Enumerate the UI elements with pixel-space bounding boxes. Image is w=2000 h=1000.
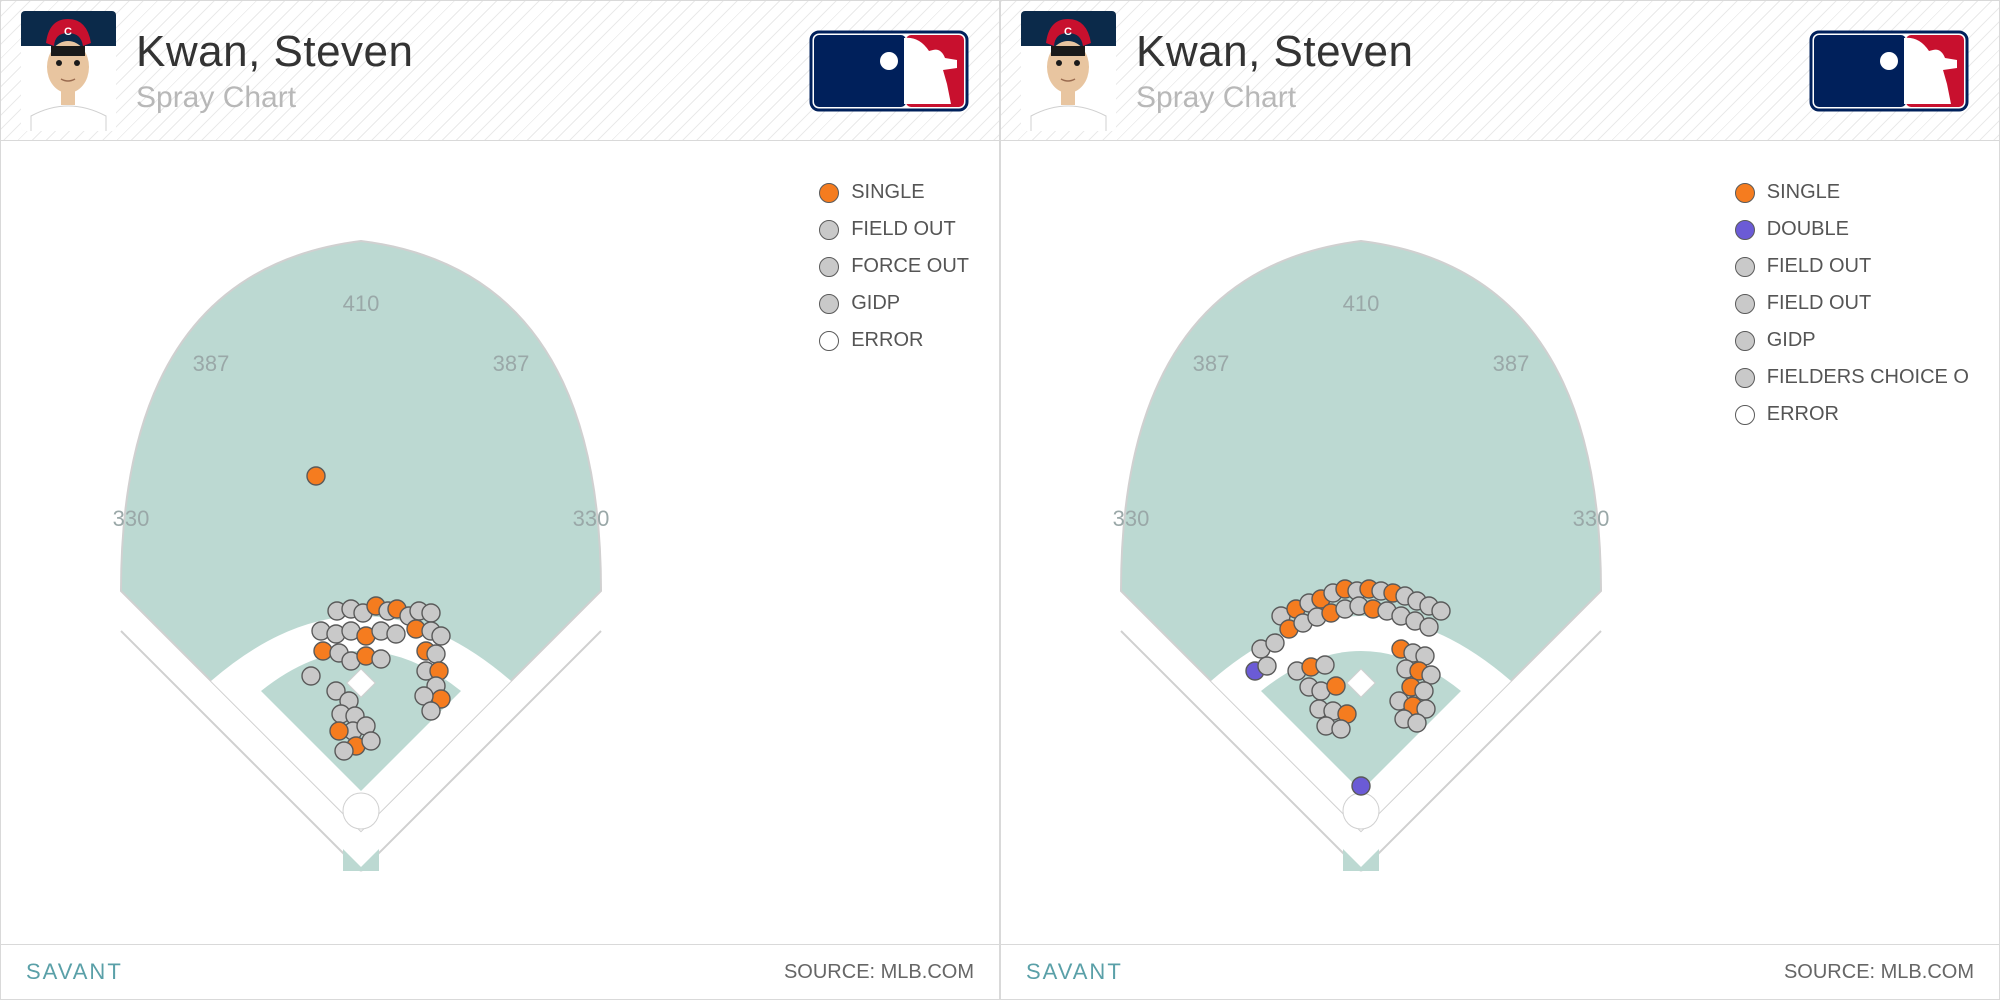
chart-area-right: 330 387 410 387 330 SINGLE DOUBLE FIELD OU…	[1001, 141, 1999, 944]
hit-marker	[1332, 720, 1350, 738]
dist-right-gap: 387	[493, 351, 530, 376]
savant-brand: SAVANT	[26, 959, 123, 985]
player-headshot: C	[21, 11, 116, 131]
legend-row: ERROR	[819, 329, 969, 352]
dist-left-foul: 330	[1113, 506, 1150, 531]
legend-marker-icon	[1735, 294, 1755, 314]
dist-right-gap: 387	[1493, 351, 1530, 376]
svg-text:C: C	[1064, 26, 1072, 38]
legend-marker-icon	[819, 257, 839, 277]
hit-marker	[422, 702, 440, 720]
hit-marker	[335, 742, 353, 760]
legend-marker-icon	[1735, 405, 1755, 425]
legend-row: GIDP	[1735, 329, 1969, 352]
legend-label: ERROR	[1767, 403, 1839, 426]
source-label: SOURCE: MLB.COM	[784, 961, 974, 984]
legend-row: GIDP	[819, 292, 969, 315]
player-name: Kwan, Steven	[136, 27, 414, 77]
hit-marker	[1422, 666, 1440, 684]
legend-label: FORCE OUT	[851, 255, 969, 278]
hit-marker	[1432, 602, 1450, 620]
panel-header: C Kwan, Steven Spray Chart	[1, 1, 999, 141]
dist-left-gap: 387	[1193, 351, 1230, 376]
legend-marker-icon	[1735, 220, 1755, 240]
hit-marker	[427, 645, 445, 663]
chart-subtitle: Spray Chart	[136, 81, 414, 115]
spray-chart-panel-right: C Kwan, Steven Spray Chart	[1000, 0, 2000, 1000]
hit-marker	[1352, 777, 1370, 795]
panel-footer: SAVANT SOURCE: MLB.COM	[1001, 944, 1999, 999]
dist-left-foul: 330	[113, 506, 150, 531]
legend-row: FORCE OUT	[819, 255, 969, 278]
legend-row: FIELD OUT	[819, 218, 969, 241]
chart-area-left: 330 387 410 387 330 SINGLE FIELD OUT FORCE…	[1, 141, 999, 944]
legend-marker-icon	[1735, 257, 1755, 277]
legend-label: SINGLE	[1767, 181, 1840, 204]
panel-footer: SAVANT SOURCE: MLB.COM	[1, 944, 999, 999]
chart-subtitle: Spray Chart	[1136, 81, 1414, 115]
panel-header: C Kwan, Steven Spray Chart	[1001, 1, 1999, 141]
mlb-logo-icon	[809, 26, 969, 116]
dist-center: 410	[1343, 291, 1380, 316]
hit-marker	[1420, 618, 1438, 636]
legend-marker-icon	[819, 183, 839, 203]
hit-marker	[387, 625, 405, 643]
source-label: SOURCE: MLB.COM	[1784, 961, 1974, 984]
legend-row: DOUBLE	[1735, 218, 1969, 241]
savant-brand: SAVANT	[1026, 959, 1123, 985]
legend-label: DOUBLE	[1767, 218, 1849, 241]
svg-text:C: C	[64, 26, 72, 38]
hit-marker	[1316, 656, 1334, 674]
legend-label: ERROR	[851, 329, 923, 352]
hit-marker	[432, 627, 450, 645]
dist-center: 410	[343, 291, 380, 316]
title-block: Kwan, Steven Spray Chart	[1136, 27, 1414, 115]
dist-left-gap: 387	[193, 351, 230, 376]
dist-right-foul: 330	[573, 506, 610, 531]
legend-marker-icon	[819, 294, 839, 314]
hit-marker	[422, 604, 440, 622]
legend-row: ERROR	[1735, 403, 1969, 426]
legend-label: FIELD OUT	[851, 218, 955, 241]
legend-label: FIELDERS CHOICE O	[1767, 366, 1969, 389]
legend-left: SINGLE FIELD OUT FORCE OUT GIDP ERROR	[819, 181, 969, 352]
player-headshot: C	[1021, 11, 1116, 131]
hit-marker	[362, 732, 380, 750]
hit-marker	[1258, 657, 1276, 675]
legend-label: FIELD OUT	[1767, 255, 1871, 278]
legend-label: FIELD OUT	[1767, 292, 1871, 315]
hit-marker	[372, 650, 390, 668]
hit-marker	[1415, 682, 1433, 700]
hit-marker	[330, 722, 348, 740]
legend-label: SINGLE	[851, 181, 924, 204]
legend-row: SINGLE	[1735, 181, 1969, 204]
legend-marker-icon	[1735, 331, 1755, 351]
hit-marker	[314, 642, 332, 660]
legend-marker-icon	[1735, 183, 1755, 203]
legend-row: FIELD OUT	[1735, 292, 1969, 315]
title-block: Kwan, Steven Spray Chart	[136, 27, 414, 115]
legend-marker-icon	[1735, 368, 1755, 388]
dist-right-foul: 330	[1573, 506, 1610, 531]
hit-marker	[1408, 714, 1426, 732]
legend-row: SINGLE	[819, 181, 969, 204]
legend-label: GIDP	[1767, 329, 1816, 352]
field-diagram-right: 330 387 410 387 330	[1061, 171, 1661, 891]
hit-marker	[307, 467, 325, 485]
hit-marker	[302, 667, 320, 685]
legend-label: GIDP	[851, 292, 900, 315]
legend-row: FIELD OUT	[1735, 255, 1969, 278]
legend-marker-icon	[819, 331, 839, 351]
mlb-logo-icon	[1809, 26, 1969, 116]
hit-marker	[1327, 677, 1345, 695]
player-name: Kwan, Steven	[1136, 27, 1414, 77]
legend-row: FIELDERS CHOICE O	[1735, 366, 1969, 389]
hit-marker	[1266, 634, 1284, 652]
legend-marker-icon	[819, 220, 839, 240]
legend-right: SINGLE DOUBLE FIELD OUT FIELD OUT GIDP FIELDE…	[1735, 181, 1969, 426]
spray-chart-panel-left: C Kwan, Steven Spray Chart	[0, 0, 1000, 1000]
field-diagram-left: 330 387 410 387 330	[61, 171, 661, 891]
